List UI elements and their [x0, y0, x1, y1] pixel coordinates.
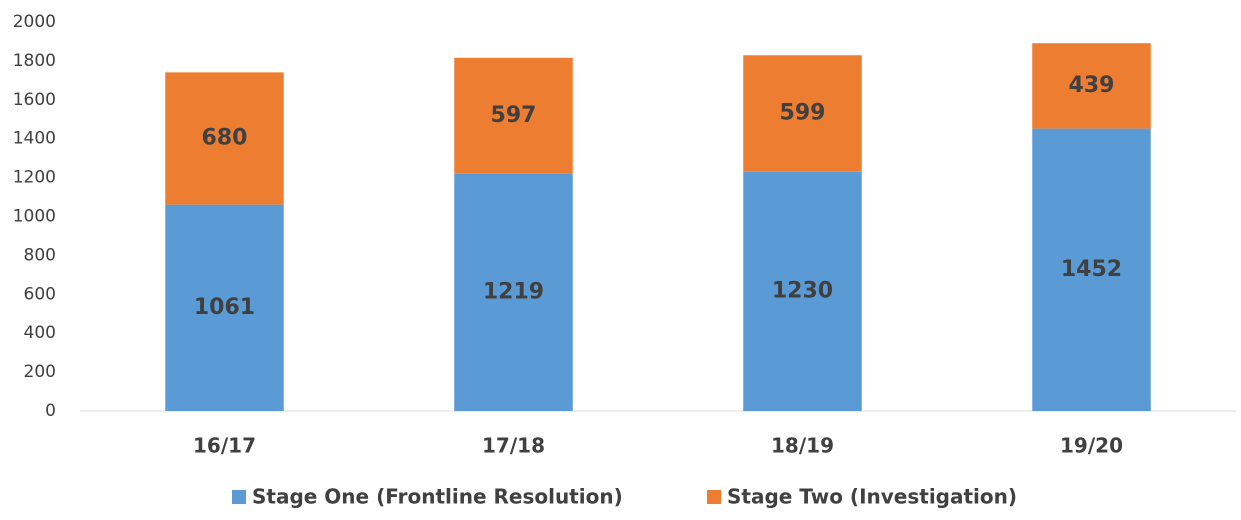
y-tick-label: 0: [45, 401, 56, 421]
y-tick-label: 1000: [13, 207, 56, 227]
x-tick-label: 19/20: [1060, 434, 1123, 458]
data-label: 1219: [483, 279, 544, 304]
legend-swatch: [707, 490, 721, 504]
bar-segment: [743, 171, 862, 411]
legend-swatch: [232, 490, 246, 504]
y-tick-label: 200: [24, 362, 56, 382]
y-tick-label: 800: [24, 245, 56, 265]
bar-segment: [743, 55, 862, 172]
bar-segment: [1032, 128, 1151, 411]
data-label: 597: [491, 103, 537, 128]
bar-segment: [165, 72, 284, 205]
bar-segment: [1032, 43, 1151, 129]
y-tick-label: 1600: [13, 90, 56, 110]
legend-label: Stage One (Frontline Resolution): [252, 485, 623, 509]
data-label: 1230: [772, 278, 833, 303]
bar-segment: [454, 57, 573, 174]
bar-segment: [454, 173, 573, 411]
y-tick-label: 1400: [13, 129, 56, 149]
y-tick-label: 1800: [13, 51, 56, 71]
x-tick-label: 16/17: [193, 434, 256, 458]
data-label: 599: [780, 101, 826, 126]
data-label: 1452: [1061, 257, 1122, 282]
y-tick-label: 2000: [13, 12, 56, 32]
bar-segment: [165, 204, 284, 411]
data-label: 1061: [194, 295, 255, 320]
legend-label: Stage Two (Investigation): [727, 485, 1017, 509]
y-tick-label: 600: [24, 284, 56, 304]
x-tick-label: 18/19: [771, 434, 834, 458]
data-label: 439: [1069, 73, 1115, 98]
x-tick-label: 17/18: [482, 434, 545, 458]
y-tick-label: 1200: [13, 168, 56, 188]
y-tick-label: 400: [24, 323, 56, 343]
data-label: 680: [202, 126, 248, 151]
